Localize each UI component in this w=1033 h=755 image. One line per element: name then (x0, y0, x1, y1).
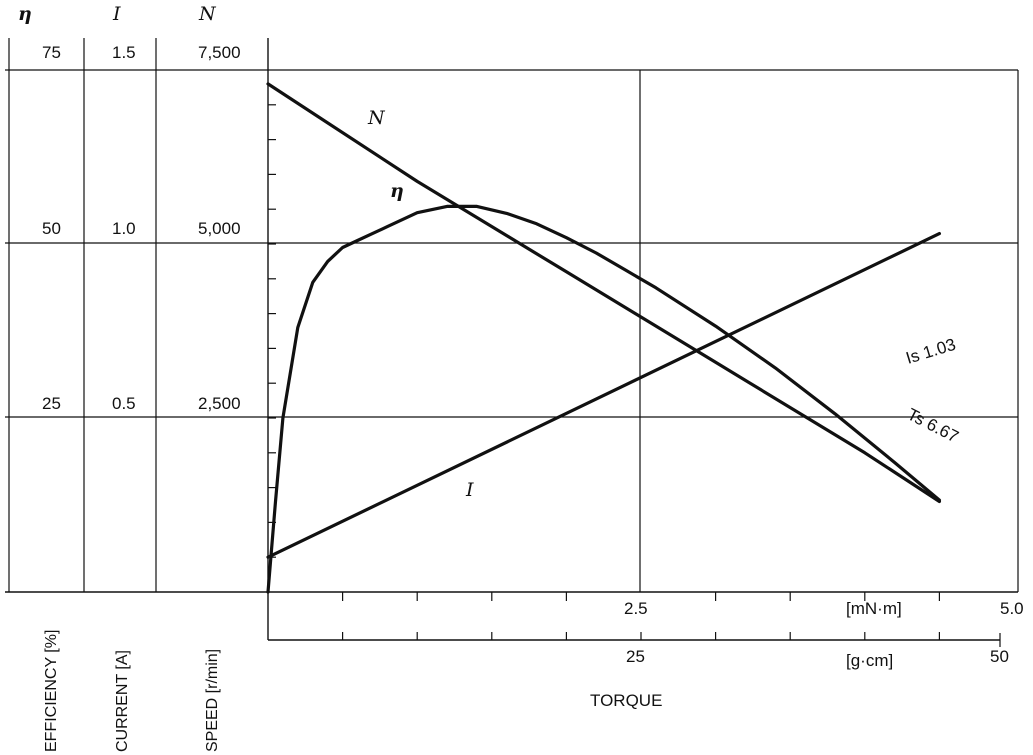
annotation-is: Is 1.03 (904, 335, 958, 368)
torque-gcm-unit: [g·cm] (846, 651, 893, 670)
torque-axis-ticks (342, 592, 941, 640)
series-line-current (266, 232, 942, 559)
speed-symbol: N (198, 3, 217, 25)
current-axis-label: CURRENT [A] (114, 650, 131, 752)
annotation-ts: Ts 6.67 (904, 405, 961, 447)
speed-tick-7500: 7,500 (198, 43, 241, 62)
speed-axis-ticks (268, 104, 276, 558)
chart-frame (5, 38, 1019, 647)
series-label-i: I (465, 479, 474, 501)
series-label-eta: η (390, 180, 404, 202)
efficiency-tick-25: 25 (42, 394, 61, 413)
efficiency-tick-50: 50 (42, 219, 61, 238)
series-line-efficiency (266, 204, 942, 594)
series-layer (266, 82, 942, 594)
series-label-n: N (367, 107, 386, 129)
torque-mnm-unit: [mN·m] (846, 599, 902, 618)
speed-tick-2500: 2,500 (198, 394, 241, 413)
efficiency-tick-75: 75 (42, 43, 61, 62)
current-symbol: I (112, 3, 121, 25)
current-tick-1.5: 1.5 (112, 43, 136, 62)
efficiency-symbol: η (18, 3, 32, 25)
torque-mnm-tick-5.0: 5.0 (1000, 599, 1024, 618)
torque-gcm-tick-25: 25 (626, 647, 645, 666)
series-line-speed (266, 82, 942, 504)
speed-axis-label: SPEED [r/min] (204, 649, 221, 752)
efficiency-axis-label: EFFICIENCY [%] (43, 630, 60, 752)
current-tick-1.0: 1.0 (112, 219, 136, 238)
torque-gcm-tick-50: 50 (990, 647, 1009, 666)
torque-axis-label: TORQUE (590, 691, 662, 710)
current-tick-0.5: 0.5 (112, 394, 136, 413)
torque-mnm-tick-2.5: 2.5 (624, 599, 648, 618)
speed-tick-5000: 5,000 (198, 219, 241, 238)
